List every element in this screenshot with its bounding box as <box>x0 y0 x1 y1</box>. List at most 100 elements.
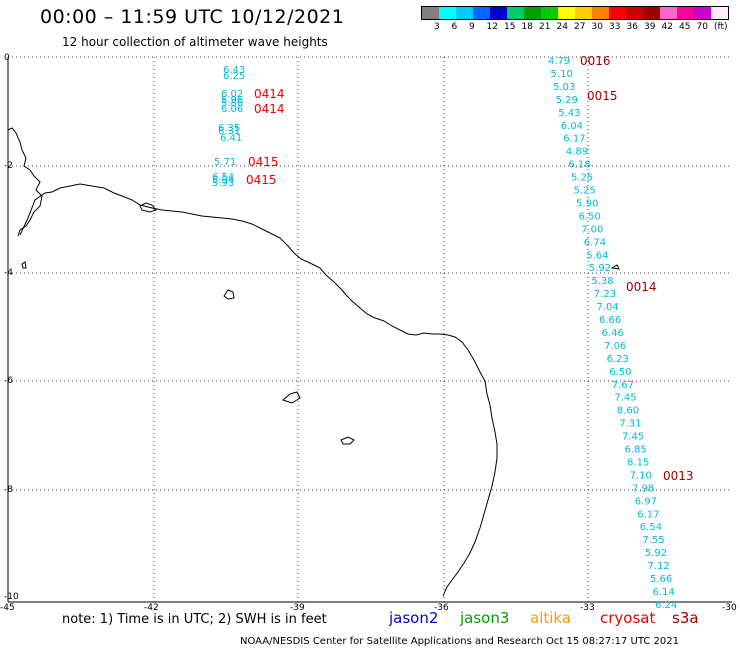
note-text: note: 1) Time is in UTC; 2) SWH is in fe… <box>62 612 327 627</box>
swh-value: 5.38 <box>591 276 613 287</box>
island-2 <box>282 391 301 404</box>
swh-value: 7.67 <box>612 380 634 391</box>
swh-value: 6.41 <box>220 133 242 144</box>
pass-time-label: 0414 <box>254 102 285 116</box>
swh-value: 5.93 <box>212 178 234 189</box>
swh-value: 4.89 <box>566 147 588 158</box>
swh-value: 5.25 <box>574 186 596 197</box>
legend-label: 36 <box>626 22 638 32</box>
legend-swatch <box>507 7 524 19</box>
legend-swatch <box>660 7 677 19</box>
satellite-cryosat: cryosat <box>600 609 656 627</box>
latitude-label: -4 <box>4 268 13 278</box>
legend-label: 42 <box>661 22 673 32</box>
jason2-left-track: 6.436.25 6.025.965.866.06 6.356.316.41 5.71… <box>212 65 245 189</box>
legend-swatch <box>490 7 507 19</box>
latitude-label: 0 <box>4 53 10 63</box>
swh-value: 6.50 <box>579 211 601 222</box>
legend-label: 6 <box>451 22 458 32</box>
pass-time-label: 0414 <box>254 87 285 101</box>
longitude-label: -42 <box>144 603 159 613</box>
swh-value: 5.86 <box>221 98 243 109</box>
swh-value: 6.54 <box>640 522 662 533</box>
island-4 <box>21 261 27 269</box>
island-5 <box>610 264 620 270</box>
legend-swatch <box>439 7 456 19</box>
swh-value: 7.55 <box>642 535 664 546</box>
swh-value: 7.98 <box>632 483 654 494</box>
swh-value: 5.64 <box>586 250 608 261</box>
pass-time-label: 0014 <box>626 280 657 294</box>
swh-value: 5.90 <box>576 198 598 209</box>
latitude-label: -2 <box>4 161 13 171</box>
swh-value: 6.17 <box>563 134 585 145</box>
longitude-label: -39 <box>290 603 305 613</box>
legend-label: 70 <box>696 22 708 32</box>
swh-value: 6.31 <box>218 126 240 137</box>
legend-swatch <box>694 7 711 19</box>
pass-time-label: 0016 <box>580 54 611 68</box>
swh-value: 6.14 <box>653 587 675 598</box>
legend-label: 3 <box>434 22 440 32</box>
swh-value: 6.74 <box>584 237 606 248</box>
map-title: 00:00 – 11:59 UTC 10/12/2021 <box>40 6 345 28</box>
legend-swatch <box>422 7 439 19</box>
swh-value: 6.97 <box>635 496 657 507</box>
legend-swatch <box>456 7 473 19</box>
swh-value: 7.23 <box>594 289 616 300</box>
wave-height-legend: 3 6 9 12 15 18 21 24 27 30 33 36 39 42 45 70 (ft) <box>421 6 729 34</box>
satellite-altika: altika <box>530 609 572 627</box>
latitude-label: -10 <box>4 592 19 602</box>
coastline-detail <box>139 202 157 213</box>
island-3 <box>340 436 355 445</box>
swh-value: 6.85 <box>625 445 647 456</box>
legend-swatch <box>541 7 558 19</box>
swh-value: 7.45 <box>622 432 644 443</box>
right-track: 4.79 5.10 5.03 5.29 5.43 6.04 6.17 4.89 6.18 5.25… <box>548 56 677 611</box>
legend-label: 45 <box>679 22 691 32</box>
swh-value: 4.79 <box>548 56 570 67</box>
legend-label: 27 <box>574 22 586 32</box>
legend-swatch <box>643 7 660 19</box>
swh-value: 7.06 <box>604 341 626 352</box>
swh-value: 5.03 <box>553 82 575 93</box>
swh-value: 5.10 <box>551 69 573 80</box>
legend-label: 33 <box>609 22 621 32</box>
legend-swatch <box>677 7 694 19</box>
latitude-label: -6 <box>4 376 13 386</box>
swh-value: 6.66 <box>599 315 621 326</box>
longitude-label: -33 <box>580 603 595 613</box>
latitude-label: -8 <box>4 485 13 495</box>
credit-line: NOAA/NESDIS Center for Satellite Applica… <box>240 636 679 647</box>
swh-value: 6.43 <box>223 65 245 76</box>
swh-value: 6.54 <box>212 172 234 183</box>
swh-value: 6.25 <box>223 71 245 82</box>
legend-swatch <box>524 7 541 19</box>
swh-value: 6.23 <box>607 354 629 365</box>
legend-label: 30 <box>591 22 603 32</box>
legend-label: 21 <box>539 22 551 32</box>
satellite-jason3: jason3 <box>460 609 510 627</box>
legend-colorbar <box>421 6 729 20</box>
swh-value: 6.04 <box>561 121 583 132</box>
swh-value: 6.06 <box>221 104 243 115</box>
swh-value: 5.29 <box>556 95 578 106</box>
longitude-label: -36 <box>434 603 449 613</box>
swh-value: 6.02 <box>221 89 243 100</box>
swh-value: 6.46 <box>602 328 624 339</box>
satellite-jason2: jason2 <box>389 609 439 627</box>
swh-value: 7.00 <box>581 224 603 235</box>
legend-label: 12 <box>486 22 498 32</box>
legend-swatch <box>626 7 643 19</box>
legend-label: (ft) <box>714 22 728 32</box>
swh-value: 8.60 <box>617 406 639 417</box>
map-subtitle: 12 hour collection of altimeter wave hei… <box>62 35 328 49</box>
legend-label: 18 <box>521 22 533 32</box>
swh-value: 5.92 <box>589 263 611 274</box>
swh-value: 6.24 <box>655 600 677 611</box>
legend-label: 24 <box>556 22 568 32</box>
pass-time-label: 0013 <box>663 469 694 483</box>
legend-swatch <box>558 7 575 19</box>
swh-value: 5.96 <box>221 95 243 106</box>
